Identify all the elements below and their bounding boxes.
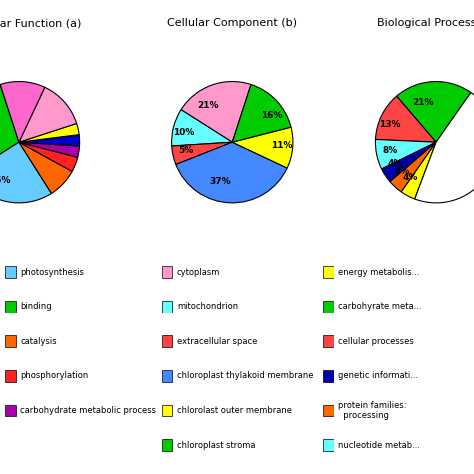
FancyBboxPatch shape: [323, 335, 334, 347]
Wedge shape: [19, 142, 80, 157]
Wedge shape: [172, 109, 232, 146]
FancyBboxPatch shape: [5, 404, 16, 417]
Text: Biological Process (c): Biological Process (c): [377, 18, 474, 28]
Text: carbohydrate metabolic process: carbohydrate metabolic process: [20, 406, 156, 415]
Text: 4%: 4%: [388, 159, 403, 168]
Text: 10%: 10%: [173, 128, 194, 137]
FancyBboxPatch shape: [323, 370, 334, 382]
Text: protein families:
  processing: protein families: processing: [338, 401, 407, 420]
Wedge shape: [415, 92, 474, 203]
FancyBboxPatch shape: [162, 266, 173, 278]
Text: 21%: 21%: [197, 100, 219, 109]
Text: nucleotide metab...: nucleotide metab...: [338, 441, 420, 449]
Text: 21%: 21%: [413, 98, 434, 107]
FancyBboxPatch shape: [5, 335, 16, 347]
Wedge shape: [401, 142, 436, 199]
Wedge shape: [232, 127, 293, 168]
FancyBboxPatch shape: [323, 266, 334, 278]
Text: 4%: 4%: [394, 167, 410, 176]
Text: cellular processes: cellular processes: [338, 337, 414, 346]
Wedge shape: [176, 142, 287, 203]
Text: binding: binding: [20, 302, 52, 311]
Text: photosynthesis: photosynthesis: [20, 268, 84, 276]
FancyBboxPatch shape: [5, 370, 16, 382]
Wedge shape: [19, 123, 79, 142]
Wedge shape: [19, 135, 80, 146]
Wedge shape: [19, 87, 77, 142]
Wedge shape: [397, 82, 471, 142]
Text: carbohyrate meta...: carbohyrate meta...: [338, 302, 421, 311]
Text: 16%: 16%: [261, 111, 283, 120]
Text: chloroplast stroma: chloroplast stroma: [177, 441, 255, 449]
FancyBboxPatch shape: [162, 335, 173, 347]
Wedge shape: [390, 142, 436, 192]
Wedge shape: [0, 142, 52, 203]
Text: chlorolast outer membrane: chlorolast outer membrane: [177, 406, 292, 415]
FancyBboxPatch shape: [162, 404, 173, 417]
Text: 5%: 5%: [179, 146, 194, 155]
Text: 11%: 11%: [272, 141, 293, 150]
FancyBboxPatch shape: [323, 301, 334, 313]
FancyBboxPatch shape: [162, 370, 173, 382]
Text: catalysis: catalysis: [20, 337, 57, 346]
Text: genetic informati...: genetic informati...: [338, 372, 418, 380]
Wedge shape: [19, 142, 78, 172]
Text: extracellular space: extracellular space: [177, 337, 257, 346]
FancyBboxPatch shape: [162, 301, 173, 313]
FancyBboxPatch shape: [5, 266, 16, 278]
Text: 13%: 13%: [379, 120, 401, 129]
Wedge shape: [0, 84, 19, 175]
Wedge shape: [19, 142, 72, 193]
Wedge shape: [172, 142, 232, 164]
Text: chloroplast thylakoid membrane: chloroplast thylakoid membrane: [177, 372, 313, 380]
FancyBboxPatch shape: [323, 404, 334, 417]
Text: cytoplasm: cytoplasm: [177, 268, 220, 276]
Wedge shape: [375, 139, 436, 169]
Text: 8%: 8%: [382, 146, 398, 155]
Wedge shape: [382, 142, 436, 182]
Text: energy metabolis...: energy metabolis...: [338, 268, 419, 276]
FancyBboxPatch shape: [162, 439, 173, 451]
Text: 25%: 25%: [0, 176, 10, 185]
FancyBboxPatch shape: [5, 301, 16, 313]
Wedge shape: [0, 82, 45, 142]
FancyBboxPatch shape: [323, 439, 334, 451]
Text: Cellular Component (b): Cellular Component (b): [167, 18, 297, 28]
Text: phosphorylation: phosphorylation: [20, 372, 89, 380]
Wedge shape: [232, 84, 291, 142]
Text: mitochondrion: mitochondrion: [177, 302, 238, 311]
Text: 37%: 37%: [210, 177, 231, 186]
Wedge shape: [375, 96, 436, 142]
Wedge shape: [181, 82, 251, 142]
Text: 4%: 4%: [402, 173, 418, 182]
Text: Molecular Function (a): Molecular Function (a): [0, 18, 81, 28]
